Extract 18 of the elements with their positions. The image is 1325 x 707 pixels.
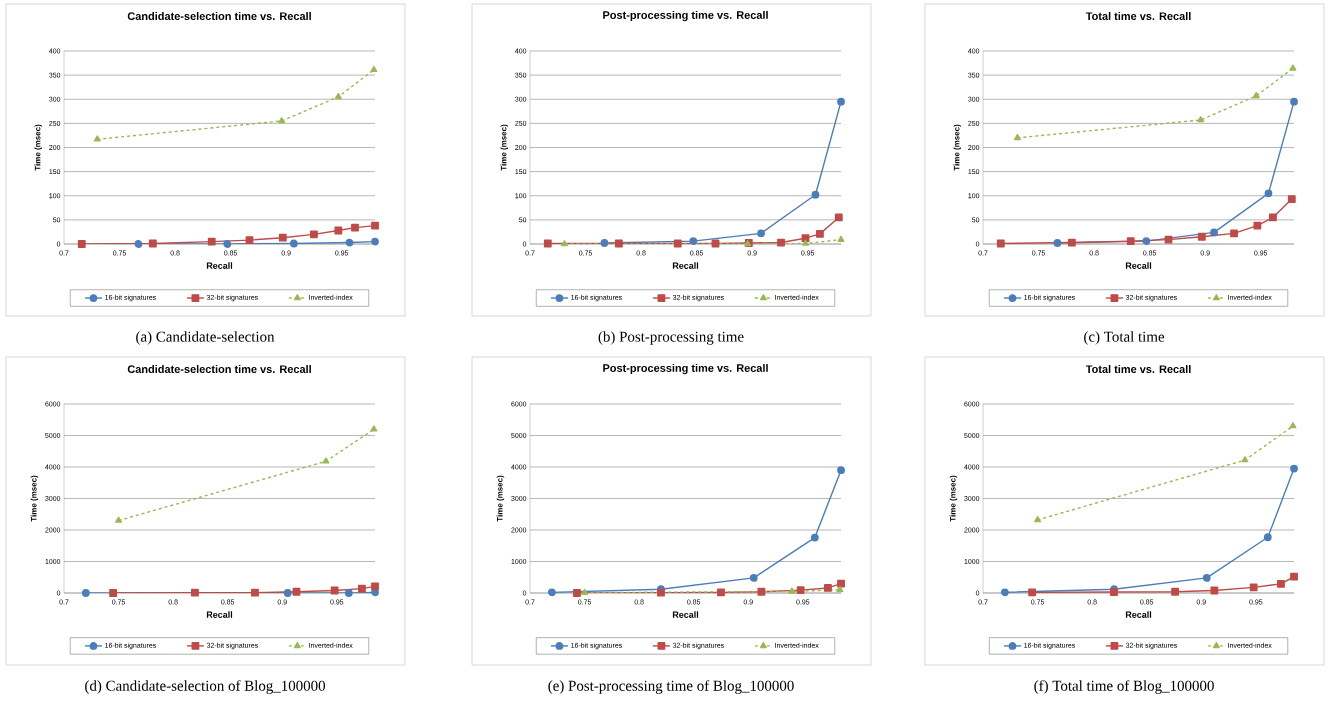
x-axis-title: Recall — [672, 262, 699, 269]
chart-title: Candidate-selection time vs. Recall — [127, 365, 311, 374]
chart-title: Candidate-selection time vs. Recall — [127, 11, 311, 21]
chart-title: Post-processing time vs. Recall — [603, 10, 768, 22]
text: (d) Candidate-selection of Blog_100000 — [85, 680, 326, 694]
x-axis-title: Recall — [1125, 262, 1152, 269]
chart-title: Total time vs. Recall — [1085, 365, 1191, 374]
text: (a) Candidate-selection — [136, 331, 275, 345]
x-axis-title: Recall — [1125, 611, 1152, 618]
text: (b) Post-processing time — [598, 331, 744, 345]
text: (e) Post-processing time of Blog_100000 — [548, 680, 794, 694]
x-axis-title: Recall — [206, 262, 233, 269]
x-axis-title: Recall — [206, 611, 233, 618]
chart-title: Total time vs. Recall — [1085, 11, 1191, 21]
x-axis-title: Recall — [672, 611, 699, 618]
text: (f) Total time of Blog_100000 — [1034, 680, 1214, 694]
text: (c) Total time — [1084, 331, 1165, 345]
chart-title: Post-processing time vs. Recall — [603, 363, 768, 375]
